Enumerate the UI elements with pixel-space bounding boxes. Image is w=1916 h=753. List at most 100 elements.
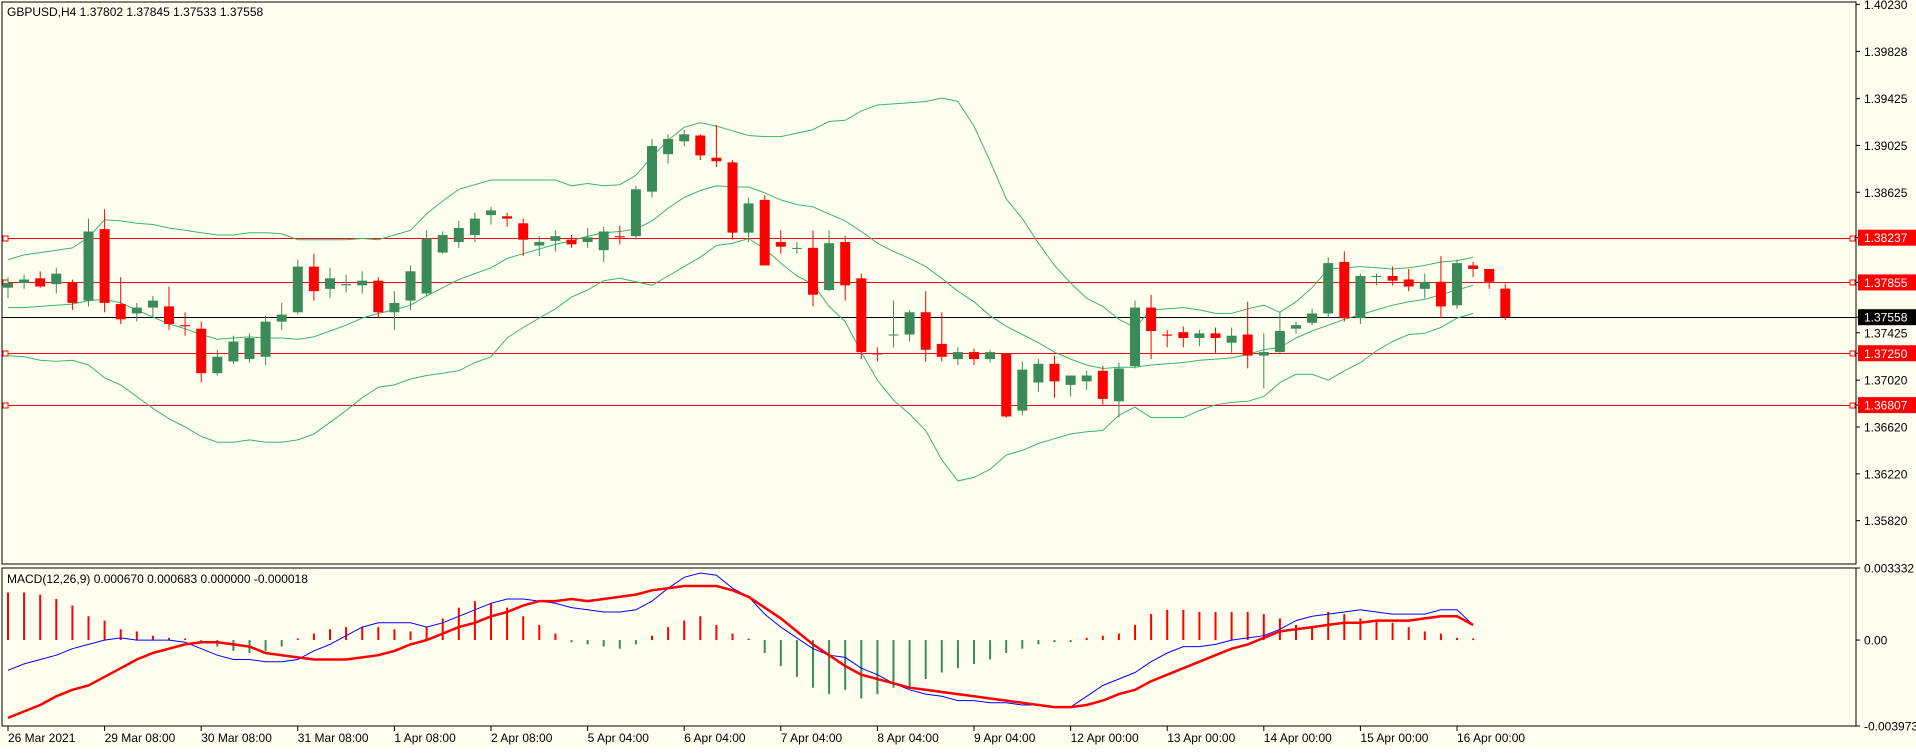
level-handle-left[interactable] (2, 350, 9, 357)
price-level-label-bg (1858, 397, 1916, 414)
candle-body (453, 227, 464, 243)
level-handle-left[interactable] (2, 402, 9, 409)
candle-body (1355, 275, 1366, 319)
candle-body (1226, 335, 1237, 343)
time-tick-label: 5 Apr 04:00 (588, 731, 650, 745)
candle-body (1484, 268, 1495, 282)
candle-body (1113, 368, 1124, 402)
candle-body (1258, 352, 1269, 356)
candle-body (276, 314, 287, 322)
price-level-label: 1.36807 (1864, 399, 1908, 413)
time-tick-label: 1 Apr 08:00 (394, 731, 456, 745)
candle-body (647, 146, 657, 192)
level-handle-left[interactable] (2, 235, 9, 242)
candle-body (196, 328, 207, 374)
time-tick-label: 29 Mar 08:00 (105, 731, 176, 745)
candle-body (1242, 334, 1253, 356)
candle-body (775, 242, 786, 247)
candle-body (759, 199, 770, 266)
candle-body (486, 210, 496, 216)
candle-body (711, 157, 722, 162)
candle-body (1323, 263, 1334, 314)
candle-body (1339, 261, 1350, 319)
symbol-header: GBPUSD,H4 1.37802 1.37845 1.37533 1.3755… (7, 5, 264, 19)
price-tick-label: 1.36220 (1864, 467, 1908, 481)
time-tick-label: 15 Apr 00:00 (1360, 731, 1428, 745)
macd-panel-frame (1, 567, 1857, 727)
candle-body (1435, 281, 1446, 307)
candle-body (502, 216, 513, 219)
candle-body (614, 236, 625, 238)
candle-body (566, 239, 577, 245)
bollinger-upper-band (7, 97, 1474, 329)
price-tick-label: 1.40230 (1864, 0, 1908, 12)
time-tick-label: 2 Apr 08:00 (491, 731, 553, 745)
candle-body (180, 325, 191, 327)
level-handle-right[interactable] (1849, 279, 1856, 286)
time-tick-label: 16 Apr 00:00 (1457, 731, 1525, 745)
time-tick-label: 30 Mar 08:00 (201, 731, 272, 745)
candle-body (808, 247, 818, 295)
candle-body (1178, 332, 1189, 339)
candle-body (1291, 325, 1301, 329)
candle-body (888, 334, 899, 336)
candle-body (1307, 313, 1318, 323)
price-tick-label: 1.35820 (1864, 514, 1908, 528)
level-handle-right[interactable] (1849, 402, 1856, 409)
candle-body (1210, 333, 1221, 339)
candle-body (308, 266, 319, 292)
candle-body (244, 338, 255, 360)
candle-body (1065, 375, 1076, 385)
macd-panel[interactable] (1, 567, 1857, 727)
price-tick-label: 1.39025 (1864, 139, 1908, 153)
candle-body (1162, 334, 1173, 336)
time-tick-label: 8 Apr 04:00 (877, 731, 939, 745)
candle-body (1500, 288, 1511, 318)
candle-body (1146, 307, 1157, 332)
candle-body (1403, 279, 1414, 287)
level-handle-right[interactable] (1849, 235, 1856, 242)
candle-body (920, 312, 931, 350)
price-axis: 1.40230 1.39828 1.39425 1.39025 1.38625 1.382… (1856, 0, 1916, 734)
candle-body (1452, 263, 1462, 306)
price-level-label: 1.38237 (1864, 231, 1908, 245)
candle-body (164, 306, 174, 324)
candle-body (83, 231, 94, 301)
candle-body (856, 278, 867, 353)
candle-body (51, 273, 62, 285)
macd-tick-label: -0.003973 (1864, 720, 1916, 734)
macd-tick-label: 0.00 (1864, 634, 1888, 648)
price-tick-label: 1.39828 (1864, 45, 1908, 59)
macd-signal-line (7, 584, 1474, 720)
bollinger-middle-band (8, 185, 1474, 370)
candle-body (35, 278, 46, 287)
time-tick-label: 26 Mar 2021 (8, 731, 76, 745)
time-tick-label: 6 Apr 04:00 (684, 731, 746, 745)
macd-title: MACD(12,26,9) 0.000670 0.000683 0.000000… (7, 572, 308, 586)
main-price-panel[interactable] (1, 1, 1857, 565)
candle-body (405, 271, 416, 301)
candle-body (534, 242, 545, 246)
candle-body (212, 356, 223, 374)
price-level-label: 1.37250 (1864, 347, 1908, 361)
candle-body (19, 279, 30, 283)
candle-body (1130, 307, 1140, 367)
candle-body (1419, 281, 1430, 289)
candle-body (292, 266, 303, 313)
price-level-label-bg (1858, 345, 1916, 362)
candle-body (840, 242, 851, 286)
candle-body (1468, 265, 1479, 269)
time-tick-label: 31 Mar 08:00 (298, 731, 369, 745)
price-tick-label: 1.37425 (1864, 326, 1908, 340)
price-level-label: 1.37558 (1864, 311, 1908, 325)
time-axis: 26 Mar 2021 29 Mar 08:00 30 Mar 08:00 31 Ma… (7, 726, 1525, 745)
candle-body (3, 283, 13, 288)
candle-body (1097, 370, 1108, 399)
candle-body (791, 247, 802, 249)
candle-body (1371, 275, 1382, 277)
level-handle-right[interactable] (1849, 350, 1856, 357)
time-tick-label: 14 Apr 00:00 (1264, 731, 1332, 745)
candle-body (389, 302, 400, 313)
